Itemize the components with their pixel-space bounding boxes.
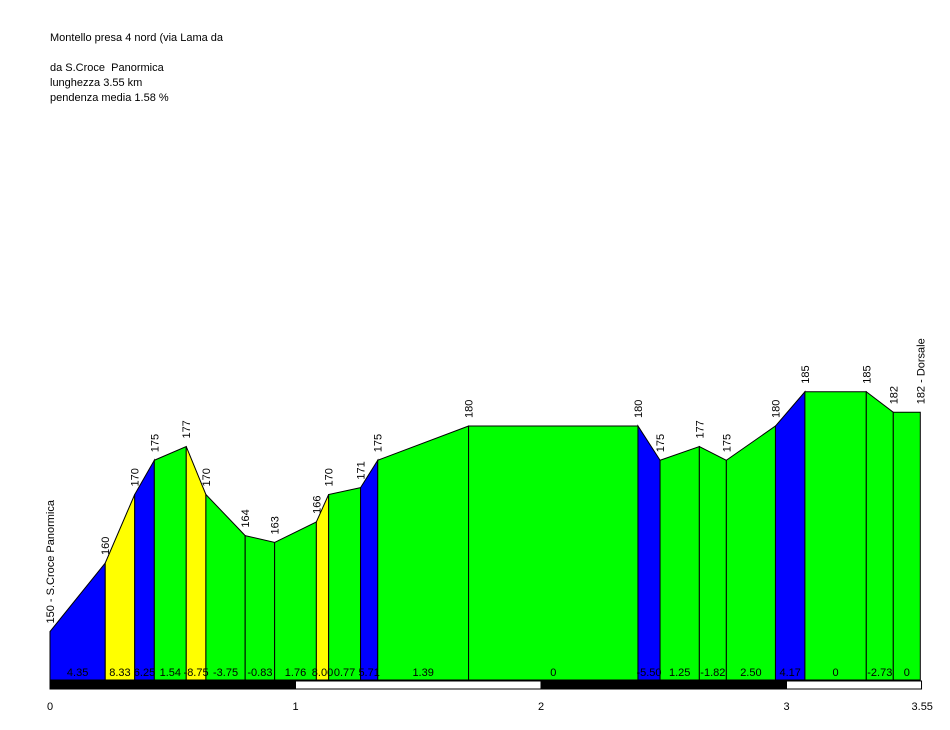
elevation-label: 150 - S.Croce Panormica xyxy=(45,499,57,623)
profile-segment xyxy=(637,424,661,681)
profile-segment xyxy=(725,425,776,681)
scale-bar-block xyxy=(295,680,542,690)
profile-segment xyxy=(104,494,136,681)
profile-segment xyxy=(659,445,700,681)
elevation-label: 171 xyxy=(356,461,368,479)
profile-segment xyxy=(865,390,894,681)
profile-segment xyxy=(153,445,187,681)
elevation-label: 185 xyxy=(861,365,873,383)
gradient-label: 1.76 xyxy=(285,667,306,679)
elevation-label: 182 - Dorsale xyxy=(915,338,927,404)
elevation-label: 180 xyxy=(633,400,645,418)
gradient-label: -1.82 xyxy=(700,667,725,679)
gradient-label: 0 xyxy=(833,667,839,679)
gradient-label: 2.50 xyxy=(740,667,761,679)
x-tick-label: 3 xyxy=(783,701,789,713)
elevation-label: 185 xyxy=(800,365,812,383)
gradient-label: 0.77 xyxy=(334,667,355,679)
x-tick-label: 0 xyxy=(47,701,53,713)
profile-segment xyxy=(315,494,330,681)
x-tick-labels: 0 1 2 3 3.55 xyxy=(47,701,933,713)
gradient-label: 1.54 xyxy=(160,667,181,679)
gradient-label: -2.73 xyxy=(867,667,892,679)
elevation-label: 180 xyxy=(770,400,782,418)
gradient-label: 0 xyxy=(550,667,556,679)
profile-segment xyxy=(468,425,639,681)
gradient-label: -0.83 xyxy=(247,667,272,679)
profile-segment xyxy=(328,487,362,681)
elevation-label: 170 xyxy=(324,468,336,486)
gradient-label: -8.75 xyxy=(184,667,209,679)
profile-segment xyxy=(360,458,379,681)
distance-scale-bar xyxy=(49,680,923,690)
elevation-label: 166 xyxy=(311,496,323,514)
gradient-labels: 4.35 8.33 6.25 1.54 -8.75 -3.75 -0.83 1.76 8.00 0… xyxy=(67,667,910,679)
gradient-label: 8.00 xyxy=(312,667,333,679)
elevation-label: 164 xyxy=(240,509,252,527)
elevation-label: 180 xyxy=(464,400,476,418)
profile-segments xyxy=(49,390,921,681)
elevation-label: 175 xyxy=(373,434,385,452)
gradient-label: 5.71 xyxy=(358,667,379,679)
gradient-label: 1.39 xyxy=(412,667,433,679)
profile-segment xyxy=(804,391,867,681)
elevation-labels: 150 - S.Croce Panormica 16017017517717016… xyxy=(45,338,927,623)
elevation-label: 170 xyxy=(130,468,142,486)
gradient-label: 1.25 xyxy=(669,667,690,679)
scale-bar-block xyxy=(786,680,923,690)
gradient-label: -3.75 xyxy=(213,667,238,679)
chart-title-block: Montello presa 4 nord (via Lama da da S.… xyxy=(50,31,223,106)
title-line-3: da S.Croce Panormica xyxy=(50,62,164,74)
title-line-4: lunghezza 3.55 km xyxy=(50,77,143,89)
gradient-label: 6.25 xyxy=(134,667,155,679)
elevation-label: 175 xyxy=(149,434,161,452)
profile-segment xyxy=(274,521,317,681)
gradient-label: 4.17 xyxy=(779,667,800,679)
elevation-label: 175 xyxy=(721,434,733,452)
x-tick-label: 3.55 xyxy=(912,701,933,713)
elevation-label: 170 xyxy=(201,468,213,486)
scale-bar-block xyxy=(49,680,296,690)
gradient-label: 8.33 xyxy=(109,667,130,679)
x-tick-label: 2 xyxy=(538,701,544,713)
gradient-label: 0 xyxy=(904,667,910,679)
elevation-label: 182 xyxy=(888,386,900,404)
x-tick-label: 1 xyxy=(292,701,298,713)
gradient-label: -5.50 xyxy=(636,667,661,679)
gradient-label: 4.35 xyxy=(67,667,88,679)
profile-segment xyxy=(49,561,106,681)
profile-segment xyxy=(698,445,727,681)
scale-bar-block xyxy=(540,680,787,690)
elevation-label: 177 xyxy=(694,420,706,438)
profile-segment xyxy=(774,390,806,681)
profile-segment xyxy=(244,534,276,681)
elevation-label: 160 xyxy=(100,537,112,555)
elevation-label: 177 xyxy=(181,420,193,438)
elevation-label: 175 xyxy=(655,434,667,452)
elevation-label: 163 xyxy=(270,516,282,534)
profile-segment xyxy=(134,458,155,681)
title-line-5: pendenza media 1.58 % xyxy=(50,92,169,104)
title-line-1: Montello presa 4 nord (via Lama da xyxy=(50,32,224,44)
profile-segment xyxy=(377,425,470,681)
profile-segment xyxy=(892,411,921,681)
